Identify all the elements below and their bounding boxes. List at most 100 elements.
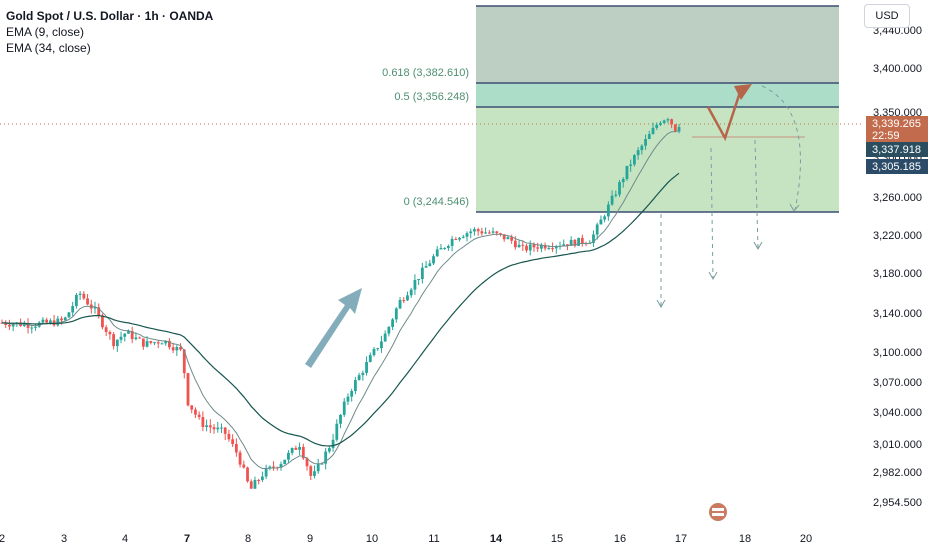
candle-body	[342, 401, 346, 415]
candle-body	[324, 451, 328, 464]
candle-body	[186, 373, 190, 406]
candle-body	[175, 347, 179, 351]
ema9-price-tag	[866, 142, 928, 157]
candle-body	[368, 355, 372, 362]
candle-body	[532, 244, 536, 248]
candle-body	[316, 463, 320, 472]
candle-body	[216, 427, 220, 430]
candle-body	[659, 122, 662, 125]
candle-body	[629, 164, 633, 166]
candle-body	[420, 267, 424, 279]
ema34-price-value: 3,305.185	[872, 161, 921, 173]
candle-body	[413, 279, 417, 290]
price-tick-label: 3,070.000	[873, 377, 922, 389]
candle-body	[115, 339, 119, 347]
candle-body	[566, 244, 569, 246]
candle-body	[666, 119, 670, 121]
candle-body	[380, 341, 383, 349]
candle-body	[357, 375, 361, 381]
dashed-drop-1-head	[656, 299, 666, 309]
candle-body	[365, 361, 368, 373]
candle-body	[75, 294, 78, 307]
candle-body	[34, 326, 37, 328]
dashed-drop-2-head	[708, 271, 718, 281]
candle-body	[525, 245, 528, 251]
candle-body	[677, 127, 681, 132]
last-price-tag	[866, 116, 928, 142]
candle-body	[458, 237, 461, 240]
time-tick-label: 4	[122, 533, 128, 545]
countdown-timer: 22:59	[872, 130, 900, 142]
candle-body	[450, 238, 454, 246]
candle-body	[651, 127, 655, 135]
candle-body	[4, 322, 8, 325]
symbol-title[interactable]: Gold Spot / U.S. Dollar · 1h · OANDA	[6, 9, 214, 23]
candle-body	[536, 247, 540, 249]
candle-body	[168, 340, 171, 348]
candle-body	[112, 334, 115, 347]
candle-body	[614, 194, 618, 196]
candle-body	[93, 307, 97, 309]
time-axis-ticks[interactable]: 2 3 4 7 8 9 10 11 14 15 16 17 18 20	[0, 533, 812, 545]
last-price-value: 3,339.265	[872, 118, 921, 130]
time-tick-label: 11	[428, 533, 439, 545]
candles-group	[0, 117, 681, 489]
candle-body	[454, 238, 458, 240]
candle-body	[272, 466, 275, 468]
price-axis[interactable]	[862, 0, 932, 520]
candle-body	[554, 246, 558, 249]
price-axis-ticks: 3,440.0003,400.0003,350.0003,300.0003,26…	[873, 25, 922, 509]
candle-body	[327, 448, 331, 452]
candle-body	[417, 278, 421, 280]
candle-body	[577, 237, 580, 246]
candle-body	[592, 234, 595, 244]
candle-body	[491, 231, 495, 233]
candle-body	[246, 467, 249, 482]
candle-body	[153, 342, 156, 344]
projection-path[interactable]	[706, 85, 744, 142]
candle-body	[346, 396, 350, 402]
candle-body	[108, 331, 112, 335]
candle-body	[543, 245, 547, 249]
candle-body	[502, 234, 506, 240]
candle-body	[383, 333, 387, 342]
candle-body	[242, 464, 246, 468]
candle-body	[127, 330, 130, 334]
candle-body	[465, 233, 469, 237]
price-tick-label: 3,010.000	[873, 439, 922, 451]
candle-body	[86, 298, 89, 305]
candle-body	[517, 244, 521, 248]
candle-body	[171, 347, 175, 351]
candle-body	[435, 249, 439, 257]
candle-body	[71, 306, 75, 313]
candle-body	[309, 466, 313, 476]
candle-body	[372, 348, 376, 356]
time-tick-label: 7	[184, 533, 190, 545]
candle-body	[48, 320, 52, 323]
candle-body	[156, 342, 160, 344]
candle-body	[398, 300, 402, 309]
candle-body	[350, 391, 354, 397]
candle-body	[123, 333, 127, 337]
candle-body	[610, 195, 614, 205]
time-tick-label: 16	[614, 533, 626, 545]
candle-body	[223, 427, 227, 434]
time-tick-label: 9	[307, 533, 313, 545]
projection-arrowhead	[734, 84, 752, 100]
candle-body	[573, 239, 577, 246]
candle-body	[149, 341, 153, 343]
time-tick-label: 10	[366, 533, 378, 545]
candle-body	[361, 372, 365, 376]
candle-body	[640, 145, 644, 151]
candle-body	[606, 204, 610, 217]
candle-body	[119, 336, 123, 340]
candle-body	[484, 232, 487, 234]
currency-button[interactable]: USD	[864, 4, 910, 28]
candle-body	[268, 466, 272, 469]
candle-body	[547, 248, 551, 250]
ema-fast-legend[interactable]: EMA (9, close)	[6, 25, 85, 39]
ema-slow-legend[interactable]: EMA (34, close)	[6, 41, 91, 55]
candle-body	[283, 459, 287, 464]
candle-body	[234, 443, 238, 453]
